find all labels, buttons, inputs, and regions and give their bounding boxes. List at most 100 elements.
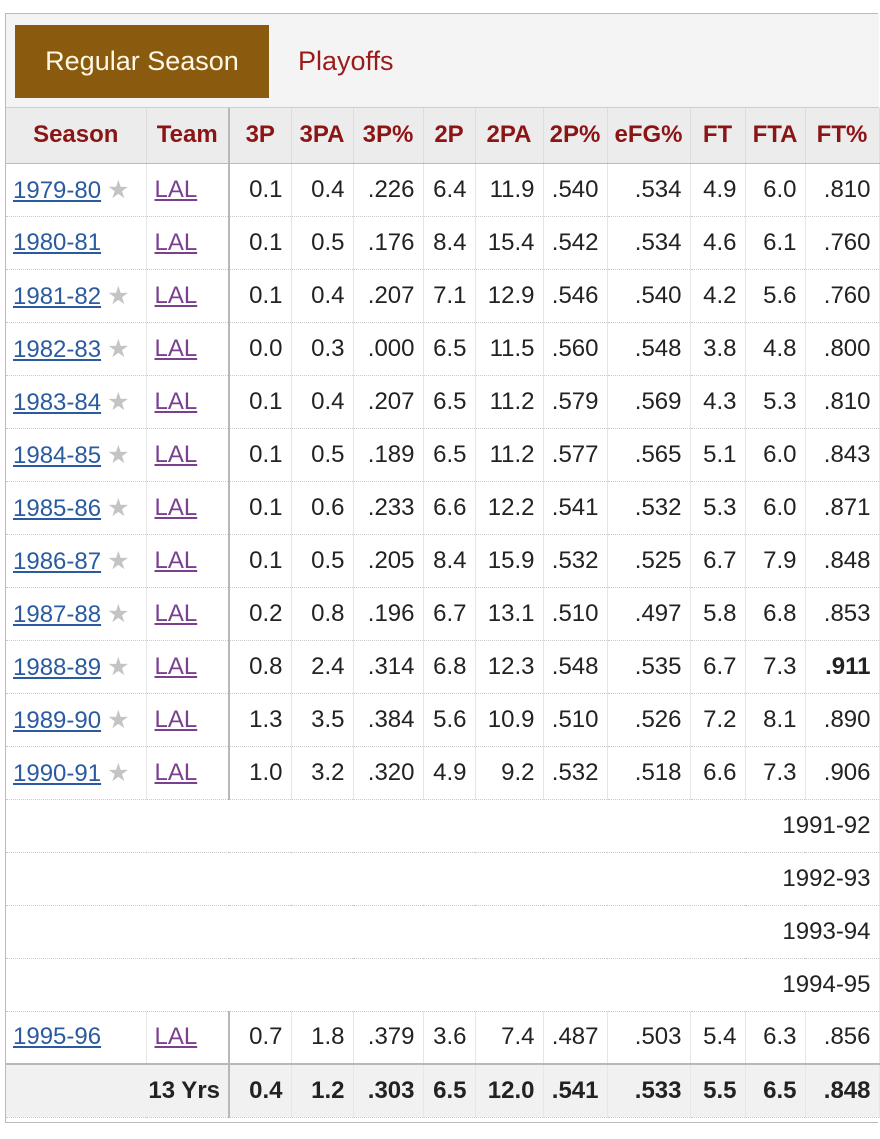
total-stat-cell: .303 <box>353 1063 424 1118</box>
stat-cell: 6.5 <box>423 322 476 376</box>
season-link[interactable]: 1988-89 <box>13 653 102 681</box>
season-link[interactable]: 1986-87 <box>13 547 102 575</box>
stat-cell: 0.1 <box>229 481 292 535</box>
season-link[interactable]: 1987-88 <box>13 600 102 628</box>
team-link[interactable]: LAL <box>154 387 198 415</box>
stat-cell: 5.1 <box>690 428 746 482</box>
team-link[interactable]: LAL <box>154 546 198 574</box>
stat-cell: .848 <box>805 534 880 588</box>
stat-cell: 6.7 <box>423 587 476 641</box>
stat-cell: .760 <box>805 269 880 323</box>
season-link[interactable]: 1980-81 <box>13 228 102 256</box>
total-stat-cell: .541 <box>543 1063 608 1118</box>
table-row: 1985-86 ★ LAL 0.1 0.6.233 6.6 12.2.541.532 5.3 6… <box>6 481 880 535</box>
stat-cell: .532 <box>543 534 608 588</box>
season-cell: 1994-95 <box>6 958 880 1012</box>
season-cell: 1983-84 ★ <box>6 375 147 429</box>
stat-cell: .532 <box>543 746 608 800</box>
team-link[interactable]: LAL <box>154 281 198 309</box>
table-row: 1990-91 ★ LAL 1.0 3.2.320 4.9 9.2.532.518 6.6 7.… <box>6 746 880 800</box>
season-link[interactable]: 1985-86 <box>13 494 102 522</box>
table-header-row: Season Team 3P 3PA 3P% 2P 2PA 2P% eFG% FT FTA FT% <box>6 108 880 164</box>
stat-cell: 12.9 <box>475 269 544 323</box>
table-row: 1979-80 ★ LAL 0.1 0.4.226 6.4 11.9.540.534 4.9 6… <box>6 163 880 217</box>
column-header-3pa[interactable]: 3PA <box>291 108 354 164</box>
star-icon: ★ <box>107 281 130 310</box>
team-cell: LAL <box>146 163 230 217</box>
season-link[interactable]: 1995-96 <box>13 1023 102 1051</box>
season-cell: 1986-87 ★ <box>6 534 147 588</box>
table-row: 1986-87 ★ LAL 0.1 0.5.205 8.4 15.9.532.525 6.7 7… <box>6 534 880 588</box>
season-link[interactable]: 1982-83 <box>13 335 102 363</box>
stat-cell: 6.5 <box>423 428 476 482</box>
team-link[interactable]: LAL <box>154 599 198 627</box>
season-link[interactable]: 1979-80 <box>13 176 102 204</box>
team-link[interactable]: LAL <box>154 1023 198 1051</box>
season-link[interactable]: 1989-90 <box>13 706 102 734</box>
stat-cell: 2.4 <box>291 640 354 694</box>
team-cell: LAL <box>146 746 230 800</box>
team-link[interactable]: LAL <box>154 493 198 521</box>
season-link[interactable]: 1983-84 <box>13 388 102 416</box>
stat-cell: .189 <box>353 428 424 482</box>
stat-cell: 5.3 <box>690 481 746 535</box>
column-header-efg-pct[interactable]: eFG% <box>607 108 691 164</box>
stat-cell: .906 <box>805 746 880 800</box>
team-cell: LAL <box>146 322 230 376</box>
stat-cell: 0.8 <box>291 587 354 641</box>
team-cell: LAL <box>146 1011 230 1065</box>
team-cell: LAL <box>146 269 230 323</box>
stat-cell: .546 <box>543 269 608 323</box>
stat-cell: 0.8 <box>229 640 292 694</box>
table-row-empty: 1992-93 <box>6 852 880 906</box>
shooting-stats-table: Season Team 3P 3PA 3P% 2P 2PA 2P% eFG% FT FTA FT% 1… <box>6 108 880 1118</box>
tab-regular-season[interactable]: Regular Season <box>15 25 269 98</box>
season-cell: 1985-86 ★ <box>6 481 147 535</box>
tab-playoffs[interactable]: Playoffs <box>298 46 394 76</box>
team-link[interactable]: LAL <box>154 758 198 786</box>
stat-cell: .890 <box>805 693 880 747</box>
column-header-2p[interactable]: 2P <box>423 108 476 164</box>
column-header-2pa[interactable]: 2PA <box>475 108 544 164</box>
season-cell: 1988-89 ★ <box>6 640 147 694</box>
season-cell: 1991-92 <box>6 799 880 853</box>
stat-cell: .196 <box>353 587 424 641</box>
column-header-team[interactable]: Team <box>146 108 230 164</box>
team-link[interactable]: LAL <box>154 440 198 468</box>
table-row: 1980-81 LAL 0.1 0.5.176 8.4 15.4.542.534 4.6 6.… <box>6 216 880 270</box>
stat-cell: .560 <box>543 322 608 376</box>
column-header-season[interactable]: Season <box>6 108 147 164</box>
column-header-3p[interactable]: 3P <box>229 108 292 164</box>
stat-cell: .856 <box>805 1011 880 1065</box>
team-link[interactable]: LAL <box>154 705 198 733</box>
team-link[interactable]: LAL <box>154 228 198 256</box>
stat-cell: 0.1 <box>229 216 292 270</box>
column-header-3p-pct[interactable]: 3P% <box>353 108 424 164</box>
star-icon: ★ <box>107 440 130 469</box>
column-header-fta[interactable]: FTA <box>745 108 806 164</box>
stat-cell: 0.2 <box>229 587 292 641</box>
stat-cell: .205 <box>353 534 424 588</box>
stat-cell: .542 <box>543 216 608 270</box>
table-row: 1988-89 ★ LAL 0.8 2.4.314 6.8 12.3.548.535 6.7 7… <box>6 640 880 694</box>
column-header-2p-pct[interactable]: 2P% <box>543 108 608 164</box>
season-link[interactable]: 1990-91 <box>13 759 102 787</box>
team-link[interactable]: LAL <box>154 334 198 362</box>
team-link[interactable]: LAL <box>154 652 198 680</box>
team-link[interactable]: LAL <box>154 175 198 203</box>
season-link[interactable]: 1981-82 <box>13 282 102 310</box>
total-stat-cell: 6.5 <box>745 1063 806 1118</box>
star-icon: ★ <box>107 705 130 734</box>
column-header-ft[interactable]: FT <box>690 108 746 164</box>
stat-cell: .548 <box>607 322 691 376</box>
stat-cell: 0.0 <box>229 322 292 376</box>
stat-cell: 1.3 <box>229 693 292 747</box>
stat-cell: 3.5 <box>291 693 354 747</box>
season-cell: 1987-88 ★ <box>6 587 147 641</box>
column-header-ft-pct[interactable]: FT% <box>805 108 880 164</box>
stat-cell: .800 <box>805 322 880 376</box>
season-cell: 1990-91 ★ <box>6 746 147 800</box>
season-link[interactable]: 1984-85 <box>13 441 102 469</box>
stat-cell: 6.0 <box>745 481 806 535</box>
stat-cell: 7.4 <box>475 1011 544 1065</box>
